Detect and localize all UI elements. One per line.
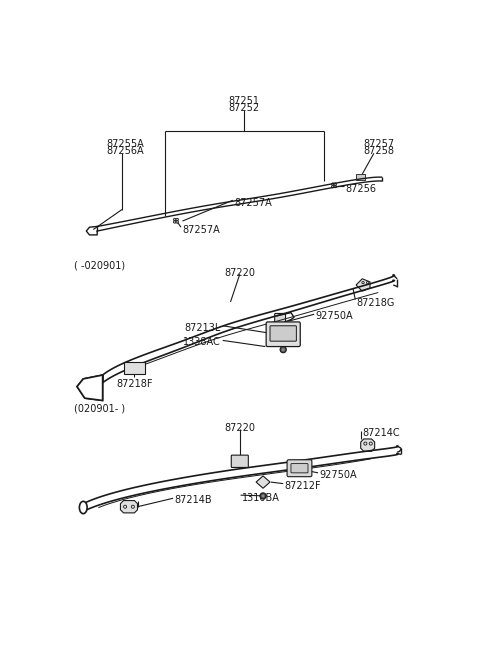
Text: 87257A: 87257A [234,198,272,208]
Polygon shape [120,500,137,513]
FancyBboxPatch shape [275,314,286,323]
FancyBboxPatch shape [270,326,296,341]
FancyBboxPatch shape [291,464,308,473]
Circle shape [260,493,266,499]
Text: 87218F: 87218F [116,379,153,389]
Circle shape [280,346,286,353]
Circle shape [176,218,179,221]
Circle shape [334,185,336,188]
Polygon shape [256,476,270,488]
Text: 87256A: 87256A [107,146,144,157]
Circle shape [176,221,179,223]
Polygon shape [356,279,370,291]
Text: 87257A: 87257A [182,225,220,235]
FancyBboxPatch shape [266,322,300,346]
Circle shape [173,221,176,223]
Ellipse shape [79,501,87,514]
Text: 87214B: 87214B [175,495,212,505]
Text: 92750A: 92750A [316,311,353,321]
Circle shape [334,183,336,185]
Text: 87213L: 87213L [185,324,221,333]
Text: 87220: 87220 [224,422,255,433]
Text: 87252: 87252 [228,103,259,113]
Bar [356,174,365,180]
Text: 87255A: 87255A [107,139,144,149]
Text: 1338AC: 1338AC [183,337,221,347]
Text: 92750A: 92750A [320,470,357,479]
Text: (020901- ): (020901- ) [74,403,125,413]
Text: 87220: 87220 [224,268,255,278]
Text: 87214C: 87214C [362,428,400,438]
Text: 87258: 87258 [364,146,395,157]
Text: 87256: 87256 [345,184,376,194]
Circle shape [282,348,285,351]
Text: ( -020901): ( -020901) [74,260,125,271]
Text: 87218G: 87218G [356,298,395,308]
Text: 87212F: 87212F [285,481,322,491]
FancyBboxPatch shape [287,460,312,477]
Text: 87251: 87251 [228,96,259,105]
Bar [123,362,145,374]
FancyBboxPatch shape [231,455,248,468]
Circle shape [332,183,334,185]
Circle shape [332,185,334,188]
Polygon shape [360,439,375,451]
Text: 87257: 87257 [364,139,395,149]
Circle shape [262,495,264,498]
Polygon shape [77,375,103,400]
Text: 1310BA: 1310BA [242,493,280,503]
Circle shape [173,218,176,221]
